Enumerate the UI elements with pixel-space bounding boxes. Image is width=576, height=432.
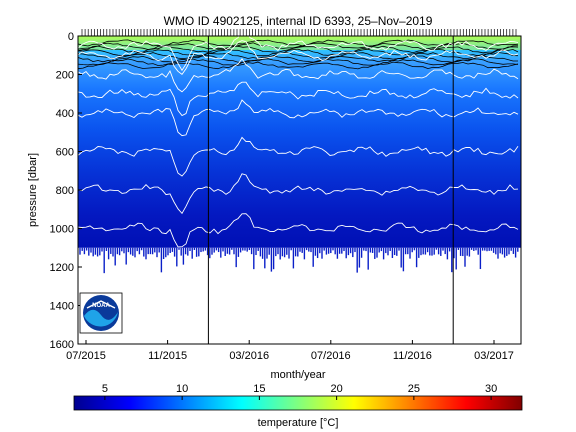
y-tick-label: 0 (68, 31, 74, 43)
y-axis-label: pressure [dbar] (27, 153, 39, 227)
y-tick-label: 1200 (50, 262, 74, 274)
isotherm-7 (78, 99, 519, 137)
colorbar (73, 395, 523, 411)
isotherm-contours (78, 36, 519, 248)
plot-area (78, 36, 521, 344)
x-tick-label: 07/2015 (66, 350, 106, 362)
surface-contours (78, 39, 519, 70)
x-tick-label: 11/2016 (393, 350, 432, 362)
surface-contour (78, 61, 519, 70)
temperature-field (78, 36, 521, 248)
vertical-markers (207, 36, 454, 344)
noaa-logo-icon: NOAA (79, 292, 123, 334)
y-tick-label: 400 (56, 108, 74, 120)
isotherm-4 (78, 213, 519, 248)
y-tick-label: 1600 (50, 339, 74, 351)
y-axis: 0 200 400 600 800 1000 1200 1400 1600 (50, 31, 82, 351)
x-tick-label: 11/2015 (148, 350, 187, 362)
isotherm-9 (78, 58, 519, 93)
x-tick-label: 07/2016 (311, 350, 351, 362)
x-tick-label: 03/2016 (229, 350, 269, 362)
isotherm-6 (78, 136, 519, 177)
y-tick-label: 800 (56, 185, 74, 197)
isotherm-8 (78, 81, 519, 117)
y-tick-label: 600 (56, 147, 74, 159)
y-tick-label: 200 (56, 70, 74, 82)
colorbar-tick-label: 5 (102, 383, 108, 395)
surface-contour (78, 48, 519, 57)
chart-title: WMO ID 4902125, internal ID 6393, 25–Nov… (164, 14, 433, 28)
colorbar-tick-label: 30 (485, 383, 497, 395)
isotherm-14 (78, 36, 519, 72)
y-tick-label: 1000 (50, 224, 74, 236)
isotherm-5 (78, 173, 519, 215)
profile-bottom-ticks (79, 247, 519, 274)
colorbar-tick-label: 10 (176, 383, 188, 395)
profile-time-ticks (81, 29, 517, 36)
isotherm-12 (78, 40, 519, 76)
colorbar-label: temperature [°C] (258, 417, 339, 429)
colorbar-tick-label: 25 (408, 383, 420, 395)
surface-contour (78, 58, 519, 66)
colorbar-tick-label: 15 (253, 383, 265, 395)
colorbar-ticks: 5 10 15 20 25 30 (102, 383, 497, 400)
colorbar-tick-label: 20 (330, 383, 342, 395)
logo-text: NOAA (92, 303, 110, 309)
x-axis-label: month/year (270, 369, 325, 381)
y-tick-label: 1400 (50, 301, 74, 313)
surface-contour (78, 52, 519, 60)
surface-contour (78, 55, 518, 63)
surface-contour (78, 45, 519, 54)
surface-contour (78, 39, 519, 47)
x-tick-label: 03/2017 (474, 350, 514, 362)
x-axis: 07/2015 11/2015 03/2016 07/2016 11/2016 03/20… (66, 340, 514, 362)
